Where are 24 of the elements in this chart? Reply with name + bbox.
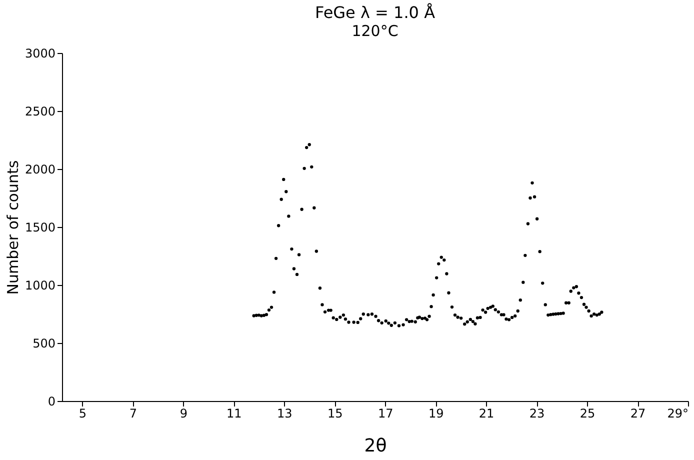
x-tick-label: 5 bbox=[78, 406, 87, 420]
x-tick-label: 15 bbox=[327, 406, 343, 420]
x-tick-label: 7 bbox=[129, 406, 137, 420]
x-tick-label: 23 bbox=[529, 406, 545, 420]
x-axis-title: 2θ bbox=[364, 436, 387, 456]
y-tick-label: 3000 bbox=[24, 46, 56, 60]
x-tick-label: 21 bbox=[478, 406, 494, 420]
x-tick-label: 19 bbox=[428, 406, 444, 420]
y-tick-label: 0 bbox=[48, 394, 56, 408]
x-tick-label: 17 bbox=[378, 406, 394, 420]
y-tick-label: 500 bbox=[32, 336, 56, 350]
chart-title: FeGe λ = 1.0 Å bbox=[314, 3, 436, 22]
y-tick-label: 2000 bbox=[24, 162, 56, 176]
y-tick-label: 1000 bbox=[24, 278, 56, 292]
x-tick-label: 27 bbox=[630, 406, 646, 420]
x-tick-label: 29° bbox=[667, 406, 688, 420]
y-tick-label: 1500 bbox=[24, 220, 56, 234]
x-tick-label: 25 bbox=[580, 406, 596, 420]
x-tick-label: 13 bbox=[276, 406, 292, 420]
x-tick-label: 11 bbox=[226, 406, 242, 420]
x-tick-label: 9 bbox=[180, 406, 188, 420]
y-axis-title: Number of counts bbox=[4, 160, 22, 295]
chart-subtitle: 120°C bbox=[352, 22, 398, 40]
y-tick-label: 2500 bbox=[24, 104, 56, 118]
